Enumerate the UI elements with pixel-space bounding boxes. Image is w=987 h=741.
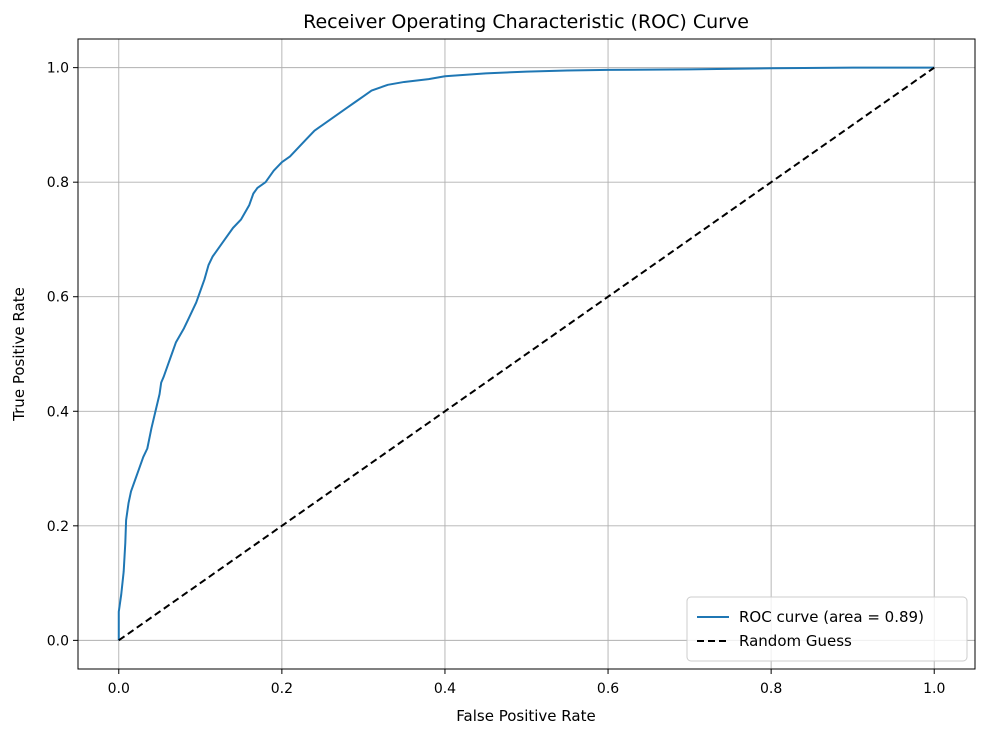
- legend: ROC curve (area = 0.89) Random Guess: [686, 596, 968, 662]
- series-layer: [117, 66, 935, 642]
- legend-label: ROC curve (area = 0.89): [739, 608, 924, 626]
- grid-layer: [78, 39, 975, 669]
- x-axis-label: False Positive Rate: [456, 707, 595, 725]
- plot-frame: [77, 38, 976, 670]
- x-tick-label: 0.6: [597, 681, 619, 697]
- y-tick-label: 0.6: [47, 290, 69, 306]
- x-tick-label: 0.0: [108, 681, 130, 697]
- tick-layer: 0.0 0.2 0.4 0.6 0.8 1.0 0.0 0.2 0.4 0.6 0.8 1.0: [47, 61, 946, 697]
- y-tick-label: 0.8: [47, 175, 69, 191]
- y-tick-label: 0.2: [47, 519, 69, 535]
- legend-box: [686, 596, 968, 662]
- x-tick-label: 0.2: [271, 681, 293, 697]
- chart-title: Receiver Operating Characteristic (ROC) …: [303, 11, 749, 33]
- random-guess-line: [118, 66, 935, 642]
- legend-label: Random Guess: [739, 632, 852, 650]
- roc-curve-line: [117, 66, 935, 641]
- y-tick-label: 0.0: [47, 633, 69, 649]
- x-tick-label: 0.8: [760, 681, 782, 697]
- y-tick-label: 0.4: [47, 404, 69, 420]
- x-tick-label: 0.4: [434, 681, 456, 697]
- x-tick-label: 1.0: [923, 681, 945, 697]
- y-axis-label: True Positive Rate: [10, 287, 28, 422]
- y-tick-label: 1.0: [47, 61, 69, 77]
